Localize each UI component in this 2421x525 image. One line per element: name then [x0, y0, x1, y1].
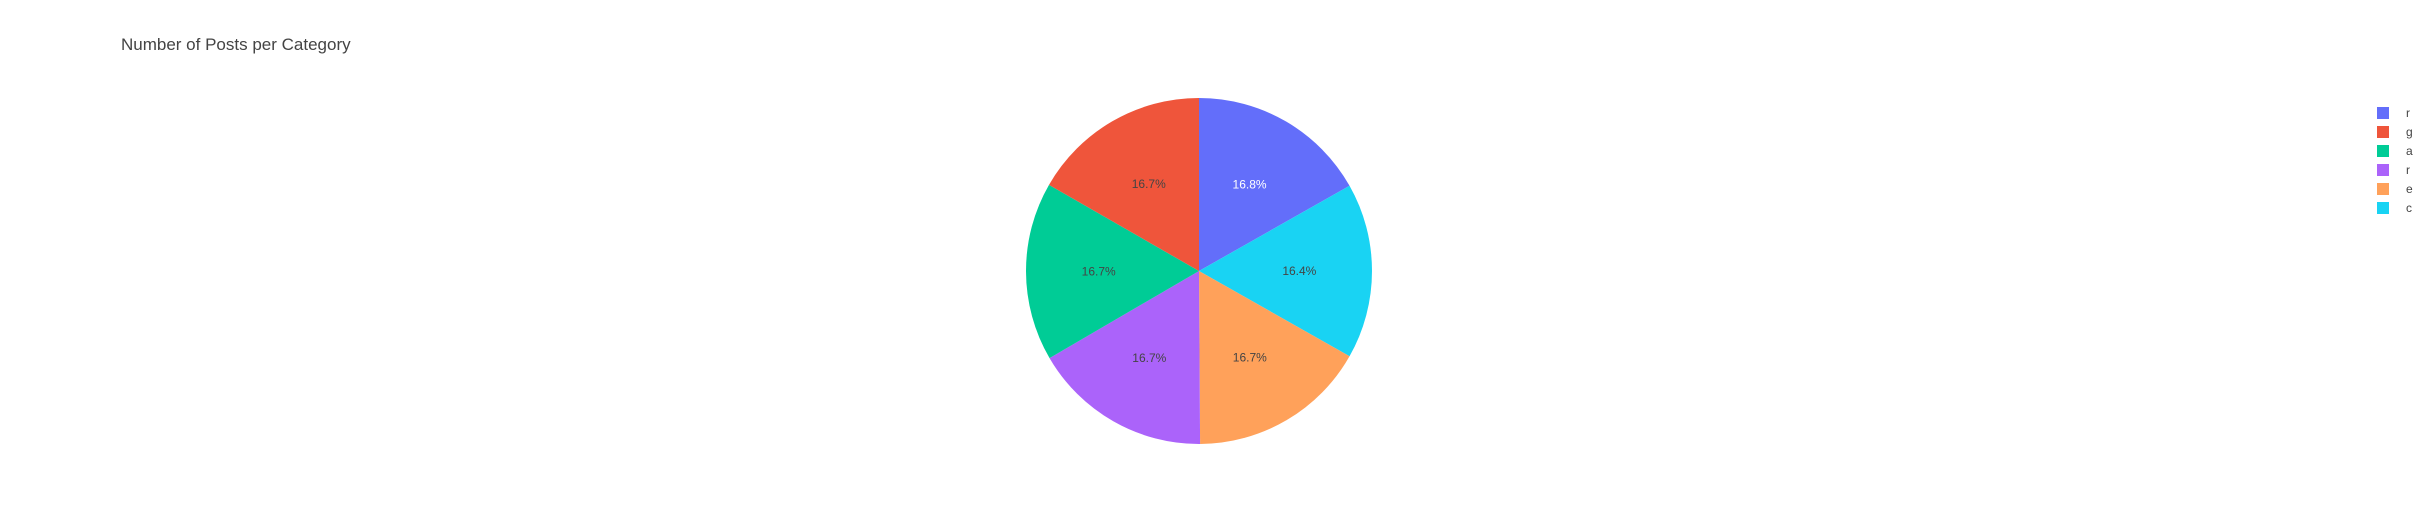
legend-label: a	[2406, 144, 2413, 158]
legend-swatch	[2377, 107, 2389, 119]
legend-label: e	[2406, 182, 2413, 196]
pie-slice[interactable]	[1199, 98, 1350, 271]
slice-percent-label: 16.8%	[1233, 177, 1267, 191]
legend-label: r	[2406, 163, 2410, 177]
legend-swatch	[2377, 164, 2389, 176]
legend-item[interactable]: r	[2377, 163, 2410, 177]
pie-slice[interactable]	[1199, 271, 1350, 444]
legend-item[interactable]: r	[2377, 106, 2410, 120]
legend-item[interactable]: a	[2377, 144, 2413, 158]
legend-label: c	[2406, 201, 2412, 215]
legend-swatch	[2377, 183, 2389, 195]
legend-item[interactable]: e	[2377, 182, 2413, 196]
slice-percent-label: 16.7%	[1233, 351, 1267, 365]
legend-swatch	[2377, 126, 2389, 138]
legend-swatch	[2377, 202, 2389, 214]
pie-slices	[1026, 97, 1372, 444]
legend-label: r	[2406, 106, 2410, 120]
pie-slice-labels: 16.8% 16.4% 16.7% 16.7% 16.7% 16.7%	[1082, 177, 1317, 365]
pie-slice[interactable]	[1049, 271, 1201, 444]
pie-slice[interactable]	[1048, 97, 1199, 271]
pie-slice[interactable]	[1026, 184, 1199, 359]
pie-slice[interactable]	[1199, 185, 1372, 357]
slice-percent-label: 16.7%	[1082, 264, 1116, 278]
legend-label: g	[2406, 125, 2413, 139]
legend-item[interactable]: c	[2377, 201, 2412, 215]
slice-percent-label: 16.7%	[1132, 177, 1166, 191]
legend-swatch	[2377, 145, 2389, 157]
legend-item[interactable]: g	[2377, 125, 2413, 139]
chart-title: Number of Posts per Category	[121, 35, 351, 54]
slice-percent-label: 16.7%	[1132, 351, 1166, 365]
slice-percent-label: 16.4%	[1282, 264, 1316, 278]
